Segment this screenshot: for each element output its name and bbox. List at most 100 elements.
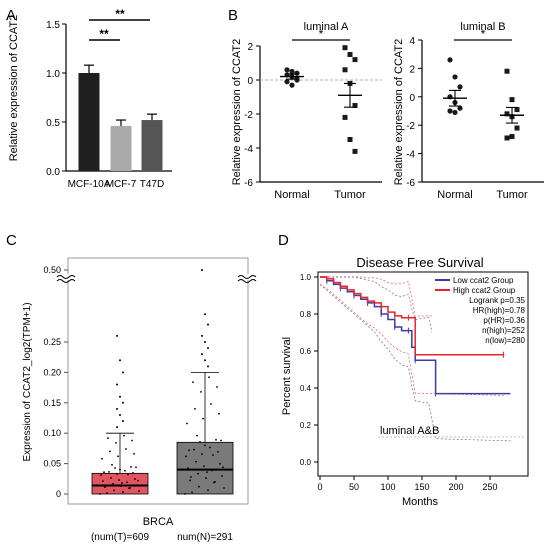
data-point [504,111,510,117]
data-point [347,52,353,57]
chart-b2-ytick-label: -2 [406,121,415,132]
chart-a-ytick-label: 1.5 [46,20,60,31]
data-point [128,487,130,490]
data-point [127,473,129,476]
data-point [192,381,194,384]
data-point [457,105,463,111]
data-point [196,434,198,437]
chart-a-xtick-label: T47D [140,179,164,190]
chart-b2: luminal B Relative expression of CCAT2 -… [393,21,544,201]
outlier-point [204,313,206,316]
data-point [210,403,212,405]
chart-b2-ytick-label: -4 [406,150,415,161]
chart-c-boxes [91,269,234,495]
chart-b2-significance-label: * [481,27,486,41]
data-point [206,471,208,474]
data-point [222,466,224,469]
data-point [131,439,133,442]
outlier-point [207,365,209,368]
outlier-point [201,269,203,271]
chart-b2-ytick-label: 2 [409,64,415,75]
data-point [185,455,187,458]
data-point [105,484,107,487]
chart-c-ytick-label: 0.15 [43,398,61,408]
data-point [118,479,120,481]
data-point [352,103,358,108]
chart-b1-points [280,45,362,154]
chart-d-stat: Logrank p=0.35 [469,296,525,305]
data-point [452,109,458,116]
data-point [201,453,203,455]
chart-b2-xtick-label: Tumor [496,189,528,201]
chart-d-legend: Low ccat2 Group High ccat2 Group Logrank… [432,274,526,350]
bar [141,120,163,171]
chart-b2-ytick-label: -6 [406,178,415,189]
data-point [138,490,140,492]
box [176,441,234,495]
chart-d-ytick-label: 0.0 [300,458,312,467]
data-point [135,466,137,469]
data-point [186,422,188,425]
chart-d-xtick-label: 200 [448,482,463,492]
data-point [108,470,110,473]
data-point [137,479,139,482]
chart-c-ytick-label: 0.10 [43,428,61,438]
chart-a: Relative expression of CCAT2 0.0 0.5 1.0… [8,7,172,190]
chart-d-title: Disease Free Survival [356,255,483,270]
data-point [119,468,121,471]
panel-label-d: D [278,232,289,249]
data-point [195,460,197,463]
data-point [209,446,211,449]
chart-b1-ytick-label: 0 [247,76,253,87]
outlier-point [116,407,118,410]
chart-d-lines [319,275,511,442]
data-point [447,108,453,114]
data-point [116,473,118,475]
data-point [197,472,199,475]
data-point [342,45,348,51]
data-point [447,57,453,63]
chart-b1-ylabel: Relative expression of CCAT2 [231,39,243,186]
data-point [134,478,136,480]
data-point [120,485,122,487]
chart-c-axis-break [56,274,257,283]
data-point [187,467,189,470]
chart-b1-ytick-label: -2 [244,110,253,121]
chart-d-legend-label: Low ccat2 Group [453,276,514,285]
data-point [107,437,109,439]
chart-c-frame [67,257,249,505]
data-point [126,481,128,484]
chart-b2-yticks: -6 -4 -2 0 2 4 [406,36,422,189]
chart-b1-significance-label: * [319,27,324,41]
data-point [202,417,204,420]
data-point [132,472,134,474]
chart-d-annotation: luminal A&B [380,425,439,437]
chart-b2-ytick-label: 4 [409,36,415,47]
data-point [109,450,111,453]
data-point [121,482,123,484]
chart-c-count-normal: num(N)=291 [177,532,233,543]
data-point [130,466,132,468]
confidence-band [320,276,504,317]
chart-b1-ytick-label: -6 [244,178,253,189]
chart-d-legend-label: High ccat2 Group [453,286,516,295]
data-point [219,463,221,465]
data-point [504,135,510,141]
chart-b2-title: luminal B [460,21,505,33]
chart-d-xtick-label: 0 [317,482,322,492]
chart-b2-points [443,57,524,141]
data-point [111,463,113,466]
chart-d-legend-box [432,274,526,350]
data-point [191,491,193,494]
data-point [284,79,290,85]
chart-d: Disease Free Survival Percent survival M… [281,255,529,508]
data-point [112,482,114,485]
chart-b1: luminal A Relative expression of CCAT2 -… [231,21,382,201]
data-point [124,469,126,472]
data-point [342,114,348,120]
data-point [218,412,220,415]
chart-d-xtick-label: 100 [380,482,395,492]
chart-d-yticks: 0.0 0.2 0.4 0.6 0.8 1.0 [300,273,318,467]
data-point [208,376,210,379]
